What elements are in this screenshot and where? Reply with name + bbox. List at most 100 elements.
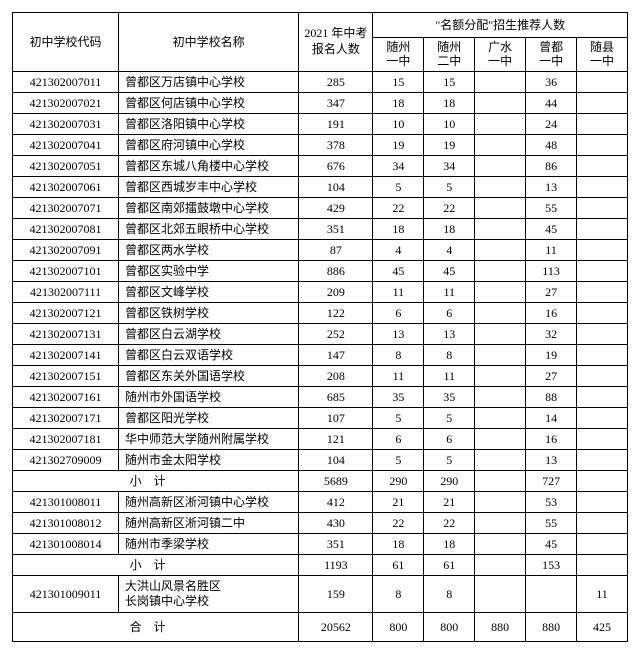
cell-code: 421302007131 xyxy=(13,323,119,344)
total-label: 合计 xyxy=(13,612,299,641)
cell-quota xyxy=(475,365,526,386)
cell-name: 曾都区洛阳镇中心学校 xyxy=(119,113,299,134)
header-q2: 广水一中 xyxy=(475,38,526,72)
cell-enroll: 412 xyxy=(299,491,373,512)
subtotal-cell: 61 xyxy=(373,554,424,575)
cell-name: 随州高新区淅河镇中心学校 xyxy=(119,491,299,512)
cell-code: 421302007181 xyxy=(13,428,119,449)
cell-quota: 11 xyxy=(373,365,424,386)
cell-quota: 5 xyxy=(424,449,475,470)
total-cell: 800 xyxy=(373,612,424,641)
cell-quota xyxy=(475,512,526,533)
cell-quota: 15 xyxy=(424,71,475,92)
total-cell: 880 xyxy=(475,612,526,641)
cell-quota xyxy=(577,365,628,386)
cell-enroll: 104 xyxy=(299,449,373,470)
cell-quota: 45 xyxy=(373,260,424,281)
cell-quota xyxy=(475,533,526,554)
header-enroll: 2021 年中考报名人数 xyxy=(299,13,373,72)
cell-quota: 18 xyxy=(373,218,424,239)
cell-enroll: 104 xyxy=(299,176,373,197)
cell-quota: 5 xyxy=(424,176,475,197)
subtotal-cell xyxy=(475,470,526,491)
cell-code: 421302007161 xyxy=(13,386,119,407)
table-row: 421301008012随州高新区淅河镇二中430222255 xyxy=(13,512,628,533)
cell-quota: 5 xyxy=(373,176,424,197)
cell-quota: 34 xyxy=(373,155,424,176)
cell-quota xyxy=(577,71,628,92)
cell-quota: 18 xyxy=(373,92,424,113)
cell-quota xyxy=(475,386,526,407)
subtotal-label: 小计 xyxy=(13,554,299,575)
cell-name: 曾都区何店镇中心学校 xyxy=(119,92,299,113)
cell-quota: 5 xyxy=(373,407,424,428)
cell-quota: 22 xyxy=(424,512,475,533)
cell-quota: 4 xyxy=(373,239,424,260)
table-row: 421302007121曾都区铁树学校1226616 xyxy=(13,302,628,323)
cell-quota: 8 xyxy=(373,344,424,365)
cell-quota xyxy=(577,428,628,449)
cell-enroll: 252 xyxy=(299,323,373,344)
quota-table: 初中学校代码 初中学校名称 2021 年中考报名人数 "名额分配"招生推荐人数 … xyxy=(12,12,628,642)
cell-quota: 21 xyxy=(424,491,475,512)
table-row: 421302007131曾都区白云湖学校252131332 xyxy=(13,323,628,344)
subtotal-label: 小计 xyxy=(13,470,299,491)
cell-enroll: 209 xyxy=(299,281,373,302)
header-q3: 曾都一中 xyxy=(526,38,577,72)
cell-quota: 18 xyxy=(424,218,475,239)
cell-quota: 24 xyxy=(526,113,577,134)
cell-code: 421302709009 xyxy=(13,449,119,470)
cell-code: 421302007041 xyxy=(13,134,119,155)
table-row: 421301008014随州市季梁学校351181845 xyxy=(13,533,628,554)
cell-quota: 48 xyxy=(526,134,577,155)
cell-name: 曾都区文峰学校 xyxy=(119,281,299,302)
cell-name: 曾都区万店镇中心学校 xyxy=(119,71,299,92)
table-row: 421302007021曾都区何店镇中心学校347181844 xyxy=(13,92,628,113)
cell-enroll: 147 xyxy=(299,344,373,365)
cell-quota: 27 xyxy=(526,281,577,302)
cell-quota xyxy=(577,512,628,533)
cell-quota xyxy=(475,113,526,134)
cell-quota: 5 xyxy=(373,449,424,470)
table-row: 421302007011曾都区万店镇中心学校285151536 xyxy=(13,71,628,92)
cell-quota xyxy=(475,92,526,113)
cell-quota: 13 xyxy=(424,323,475,344)
cell-quota xyxy=(475,155,526,176)
cell-code: 421302007121 xyxy=(13,302,119,323)
cell-quota: 11 xyxy=(373,281,424,302)
cell-code: 421301009011 xyxy=(13,575,119,612)
cell-enroll: 347 xyxy=(299,92,373,113)
cell-quota xyxy=(577,491,628,512)
cell-quota: 18 xyxy=(373,533,424,554)
total-row: 合计20562800800880880425 xyxy=(13,612,628,641)
cell-name: 曾都区东关外国语学校 xyxy=(119,365,299,386)
cell-quota: 86 xyxy=(526,155,577,176)
cell-quota: 27 xyxy=(526,365,577,386)
cell-quota xyxy=(475,491,526,512)
cell-quota xyxy=(475,71,526,92)
cell-quota: 22 xyxy=(373,512,424,533)
cell-quota: 35 xyxy=(373,386,424,407)
table-row: 421302007081曾都区北郊五眼桥中心学校351181845 xyxy=(13,218,628,239)
cell-code: 421302007031 xyxy=(13,113,119,134)
header-q4: 随县一中 xyxy=(577,38,628,72)
subtotal-cell: 1193 xyxy=(299,554,373,575)
cell-quota: 45 xyxy=(526,533,577,554)
cell-code: 421302007011 xyxy=(13,71,119,92)
cell-quota: 16 xyxy=(526,428,577,449)
cell-enroll: 429 xyxy=(299,197,373,218)
cell-code: 421302007151 xyxy=(13,365,119,386)
header-quota-group: "名额分配"招生推荐人数 xyxy=(373,13,628,38)
table-row: 421302007061曾都区西城岁丰中心学校1045513 xyxy=(13,176,628,197)
cell-code: 421301008014 xyxy=(13,533,119,554)
cell-name: 曾都区西城岁丰中心学校 xyxy=(119,176,299,197)
cell-enroll: 208 xyxy=(299,365,373,386)
cell-quota xyxy=(577,260,628,281)
cell-quota xyxy=(475,428,526,449)
subtotal-cell: 290 xyxy=(424,470,475,491)
cell-quota xyxy=(577,344,628,365)
cell-quota xyxy=(475,302,526,323)
cell-quota xyxy=(577,134,628,155)
cell-enroll: 676 xyxy=(299,155,373,176)
cell-enroll: 107 xyxy=(299,407,373,428)
